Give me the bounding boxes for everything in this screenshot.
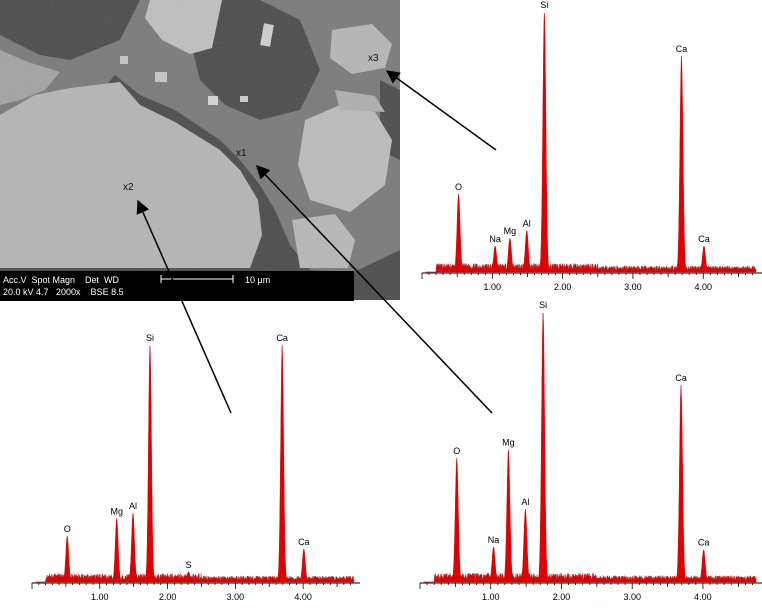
spectrum-x1-plot: 1.00 2.00 3.00 4.00 O Na Mg Al Si Ca Ca — [419, 300, 762, 602]
tick-label: 1.00 — [91, 592, 109, 602]
peak-label-al: Al — [523, 218, 531, 228]
peak-label-al: Al — [521, 497, 529, 507]
peak-label-o: O — [455, 182, 462, 192]
sem-micrograph: x1 x2 x3 — [0, 0, 400, 300]
peak-label-ca: Ca — [675, 373, 687, 383]
tick-label: 4.00 — [694, 592, 712, 602]
spectrum-fill — [423, 312, 757, 583]
sem-marker-x3: x3 — [368, 53, 379, 64]
peak-label-si: Si — [146, 333, 154, 343]
spectrum-x2-plot: 1.00 2.00 3.00 4.00 O Mg Al Si S Ca Ca — [31, 333, 360, 602]
peak-label-ca: Ca — [698, 234, 710, 244]
scale-bar — [160, 275, 234, 283]
sem-grain-overlay — [0, 0, 400, 300]
peak-label-ca: Ca — [298, 537, 310, 547]
tick-label: 3.00 — [623, 592, 641, 602]
peak-label-ca: Ca — [276, 333, 288, 343]
tick-label: 3.00 — [624, 282, 642, 292]
peak-label-o: O — [453, 446, 460, 456]
peak-label-si: Si — [539, 300, 547, 310]
spectrum-x3: 1.00 2.00 3.00 4.00 O Na Mg Al Si Ca Ca — [420, 0, 762, 300]
tick-label: 1.00 — [482, 592, 500, 602]
peak-label-na: Na — [488, 535, 500, 545]
sem-info-row2: 20.0 kV 4.7 2000x BSE 8.5 — [3, 287, 124, 297]
tick-label: 4.00 — [694, 282, 712, 292]
tick-label: 4.00 — [294, 592, 312, 602]
tick-label: 1.00 — [484, 282, 502, 292]
tick-label: 2.00 — [554, 282, 572, 292]
scale-bar-label: 10 µm — [245, 275, 271, 285]
tick-label: 2.00 — [553, 592, 571, 602]
peak-label-mg: Mg — [110, 506, 123, 516]
spectrum-fill — [35, 344, 355, 583]
peak-label-o: O — [64, 524, 71, 534]
peak-label-si: Si — [540, 0, 548, 10]
tick-label: 3.00 — [227, 592, 245, 602]
sem-marker-x2: x2 — [123, 182, 134, 193]
peak-label-mg: Mg — [504, 226, 517, 236]
spectrum-x2: 1.00 2.00 3.00 4.00 O Mg Al Si S Ca Ca — [30, 315, 360, 610]
peak-label-s: S — [186, 560, 192, 570]
peak-label-na: Na — [489, 234, 501, 244]
tick-label: 2.00 — [159, 592, 177, 602]
peak-label-ca: Ca — [676, 44, 688, 54]
peak-label-ca: Ca — [698, 538, 710, 548]
spectrum-x1: 1.00 2.00 3.00 4.00 O Na Mg Al Si Ca Ca — [418, 300, 762, 610]
peak-label-al: Al — [129, 501, 137, 511]
sem-marker-x1: x1 — [236, 148, 247, 159]
sem-info-row1: Acc.V Spot Magn Det WD — [3, 275, 120, 285]
peak-label-mg: Mg — [502, 438, 515, 448]
sem-info-bar: Acc.V Spot Magn Det WD 20.0 kV 4.7 2000x… — [0, 271, 354, 301]
